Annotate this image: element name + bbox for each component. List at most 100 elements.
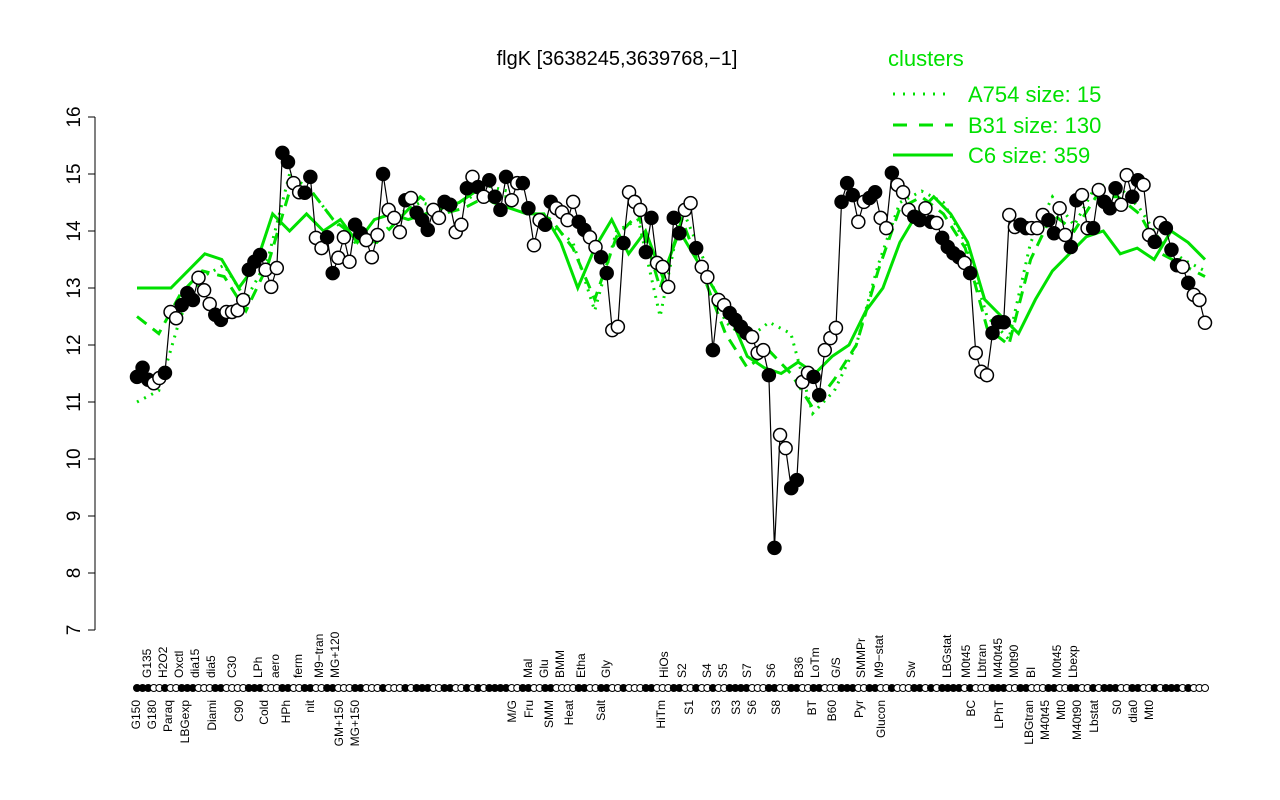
data-point-filled xyxy=(252,247,268,263)
data-point-filled xyxy=(1063,239,1079,255)
x-tick-label: GM+150 xyxy=(332,700,346,747)
data-point-open xyxy=(1091,182,1107,198)
x-tick-label: S1 xyxy=(682,700,696,715)
data-point-open xyxy=(1002,207,1017,223)
data-point-open xyxy=(342,254,357,270)
x-tick-label: M40t45 xyxy=(1038,700,1052,740)
x-tick-label: S0 xyxy=(1110,700,1124,715)
x-tick-label: G135 xyxy=(140,648,154,678)
x-tick-label: C30 xyxy=(225,656,239,678)
data-point-filled xyxy=(1180,275,1196,291)
data-point-filled xyxy=(515,175,531,191)
x-tick-label: MG+150 xyxy=(348,700,362,747)
x-tick-label: S3 xyxy=(709,700,723,715)
data-point-filled xyxy=(303,169,318,185)
x-tick-label: HPh xyxy=(279,700,293,723)
y-tick-label: 9 xyxy=(64,511,85,522)
data-point-filled xyxy=(599,265,614,281)
data-point-filled xyxy=(962,265,978,281)
data-point-filled xyxy=(319,230,335,245)
data-point-filled xyxy=(1125,189,1140,205)
x-tick-label: Cold xyxy=(257,700,271,725)
data-point-open xyxy=(403,190,419,206)
data-point-filled xyxy=(767,540,782,556)
data-point-filled xyxy=(487,189,503,205)
x-tick-label: M40t90 xyxy=(1070,700,1084,740)
x-tick-label: BMM xyxy=(553,650,567,678)
data-point-open xyxy=(263,279,279,295)
data-point-filled xyxy=(789,472,805,488)
y-tick-label: 15 xyxy=(64,163,85,184)
cluster-line-dashed xyxy=(136,189,1206,411)
x-tick-label: Pyr xyxy=(852,700,866,718)
x-tick-label: S6 xyxy=(745,700,759,715)
chart-title: flgK [3638245,3639768,−1] xyxy=(497,48,738,70)
data-point-open xyxy=(565,194,581,210)
x-tick-label: LBGtran xyxy=(1022,700,1036,745)
data-point-filled xyxy=(616,235,631,251)
x-tick-label: M9−tran xyxy=(312,634,326,678)
x-tick-label: HiTm xyxy=(654,700,668,729)
y-tick-label: 10 xyxy=(64,448,85,469)
data-point-filled xyxy=(867,184,883,200)
data-point-open xyxy=(655,259,670,275)
data-point-filled xyxy=(839,175,855,191)
x-tick-label: SMM xyxy=(542,700,556,728)
x-tick-label: S8 xyxy=(769,700,783,715)
data-point-open xyxy=(660,279,676,295)
data-point-filled xyxy=(1164,242,1179,258)
x-tick-label: M9−stat xyxy=(872,634,886,678)
x-tick-label: C90 xyxy=(232,700,246,722)
data-point-filled xyxy=(638,244,654,260)
data-points xyxy=(129,145,1213,556)
data-point-filled xyxy=(996,314,1011,330)
data-point-open xyxy=(1052,200,1067,216)
x-tick-label: HiOs xyxy=(657,651,671,678)
x-tick-label: Lbstat xyxy=(1087,699,1101,732)
x-tick-label: LBGexp xyxy=(178,700,192,744)
x-tick-label: H2O2 xyxy=(156,646,170,678)
data-point-open xyxy=(851,214,866,230)
data-point-filled xyxy=(1041,212,1056,228)
x-tick-label: Mt0 xyxy=(1142,700,1156,720)
data-point-open xyxy=(918,200,933,216)
x-tick-label: dia15 xyxy=(188,648,202,678)
data-point-filled xyxy=(185,292,201,308)
data-point-open xyxy=(610,319,626,335)
x-tick-label: dia0 xyxy=(1126,700,1140,723)
x-tick-label: Sw xyxy=(904,661,918,678)
x-tick-label: aero xyxy=(268,654,282,678)
x-tick-label: Fru xyxy=(522,700,536,718)
data-point-open xyxy=(364,249,380,265)
data-point-open xyxy=(1192,292,1207,308)
x-tick-label: M0t90 xyxy=(1007,644,1021,678)
legend-label-b31: B31 size: 130 xyxy=(968,113,1101,138)
data-point-filled xyxy=(688,240,704,256)
data-point-open xyxy=(168,310,184,326)
x-tick-label: Glucon xyxy=(874,700,888,738)
x-tick-label: G150 xyxy=(129,700,143,730)
data-point-open xyxy=(828,320,844,336)
data-point-filled xyxy=(420,222,436,238)
data-point-open xyxy=(778,440,793,456)
y-tick-label: 11 xyxy=(64,392,85,412)
data-point-filled xyxy=(325,265,340,281)
data-point-open xyxy=(683,195,698,211)
data-point-open xyxy=(1136,177,1151,193)
data-point-open xyxy=(336,230,352,245)
data-point-open xyxy=(817,342,833,358)
x-tick-label: M0t45 xyxy=(1050,644,1064,678)
x-tick-label: BI xyxy=(1024,667,1038,678)
data-point-open xyxy=(1175,259,1190,275)
data-point-open xyxy=(526,238,542,253)
x-tick-label: SMMPr xyxy=(854,638,868,678)
x-tick-label: Oxctl xyxy=(172,651,186,678)
data-point-open xyxy=(744,329,760,345)
data-point-open xyxy=(392,224,408,240)
y-tick-label: 7 xyxy=(64,625,85,636)
data-point-filled xyxy=(1085,220,1101,236)
data-point-open xyxy=(1197,315,1213,331)
x-tick-label: Mt0 xyxy=(1054,700,1068,720)
y-tick-label: 12 xyxy=(64,334,85,355)
